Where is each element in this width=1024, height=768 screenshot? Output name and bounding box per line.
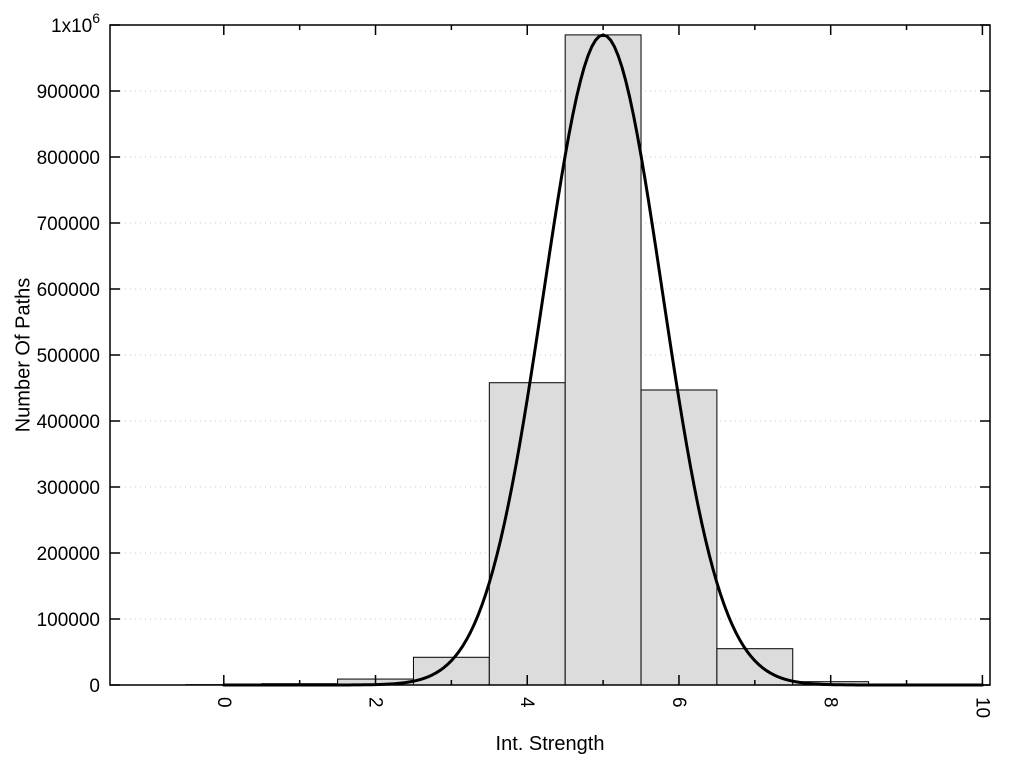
y-tick-label: 200000 [37, 544, 100, 565]
y-tick-label: 600000 [37, 280, 100, 301]
x-tick-label: 10 [971, 697, 992, 718]
x-axis-title: Int. Strength [495, 733, 605, 755]
y-tick-label: 500000 [37, 346, 100, 367]
x-tick-label: 6 [668, 697, 689, 708]
y-tick-label: 700000 [37, 214, 100, 235]
y-tick-label: 800000 [37, 148, 100, 169]
x-tick-label: 2 [365, 697, 386, 708]
x-tick-label: 8 [820, 697, 841, 708]
y-tick-label: 300000 [37, 478, 100, 499]
x-tick-label: 4 [516, 697, 537, 708]
x-tick-label: 0 [213, 697, 234, 708]
y-axis-title: Number Of Paths [12, 277, 35, 433]
y-tick-label: 0 [89, 676, 100, 697]
histogram-bar [564, 34, 642, 686]
y-tick-label: 400000 [37, 412, 100, 433]
y-tick-label: 900000 [37, 82, 100, 103]
y-tick-label: 1x106 [51, 10, 100, 37]
y-tick-label: 100000 [37, 610, 100, 631]
